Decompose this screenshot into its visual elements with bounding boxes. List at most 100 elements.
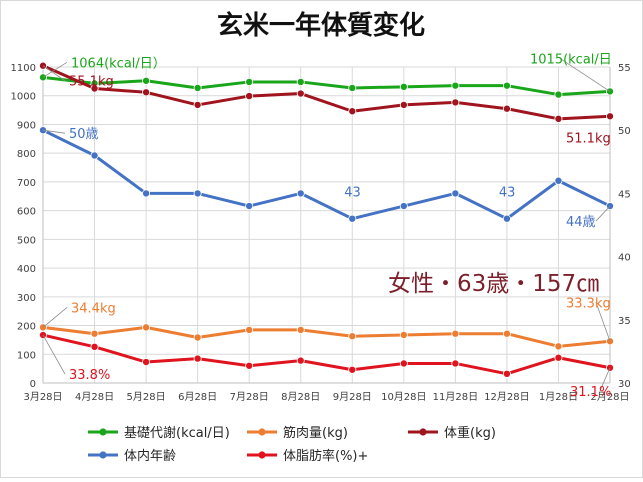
axes: 0 100 200 300 400 500 600 700 800 900 1000 1100 30 35… [11, 63, 631, 403]
data-point [193, 83, 202, 92]
data-point [451, 359, 460, 368]
legend-marker [258, 428, 266, 436]
label-leader [595, 205, 611, 222]
series-line [42, 75, 611, 97]
series-0 [39, 73, 615, 99]
legend-item: 筋肉量(kg) [247, 425, 348, 441]
x-tick-label: 9月28日 [333, 391, 372, 403]
x-tick-label: 5月28日 [127, 391, 166, 403]
data-point [193, 333, 202, 342]
data-point [142, 189, 151, 198]
data-point [399, 82, 408, 91]
data-point [296, 189, 305, 198]
legend-item: 基礎代謝(kcal/日) [88, 426, 230, 441]
legend-label: 体脂肪率(%)+ [283, 448, 368, 464]
y-right-tick-label: 30 [618, 379, 631, 390]
y-left-tick-label: 400 [17, 264, 36, 275]
label-leader [599, 367, 611, 391]
data-label: 33.3kg [566, 296, 611, 311]
series-layer [39, 61, 615, 378]
data-point [142, 358, 151, 367]
data-point [193, 189, 202, 198]
profile-annotation: 女性・63歳・157㎝ [388, 271, 599, 297]
data-label: 43 [344, 186, 361, 201]
x-tick-label: 4月28日 [75, 391, 114, 403]
y-right-tick-label: 45 [618, 189, 631, 200]
y-left-tick-label: 800 [17, 149, 36, 160]
legend-marker [419, 428, 427, 436]
y-left-tick-label: 1000 [11, 92, 36, 103]
data-point [554, 342, 563, 351]
label-leader [42, 307, 68, 328]
data-point [502, 329, 511, 338]
data-point [399, 330, 408, 339]
series-line [42, 333, 611, 376]
y-left-tick-label: 0 [30, 379, 36, 390]
series-1 [39, 323, 615, 351]
data-label: 50歳 [69, 127, 99, 142]
data-label: 34.4kg [71, 301, 116, 316]
data-point [399, 202, 408, 211]
data-point [502, 214, 511, 223]
legend-label: 体内年齢 [124, 448, 176, 464]
data-point [399, 100, 408, 109]
data-point [554, 353, 563, 362]
data-point [451, 98, 460, 107]
legend-label: 筋肉量(kg) [283, 425, 348, 441]
data-labels: 1064(kcal/日） 1015(kcal/日 55.1kg 51.1kg 50歳 43… [42, 52, 612, 400]
data-point [142, 88, 151, 97]
x-tick-label: 12月28日 [484, 391, 529, 403]
data-point [245, 202, 254, 211]
legend-marker [258, 451, 266, 459]
data-point [451, 189, 460, 198]
label-leader [595, 302, 611, 342]
y-right-tick-label: 35 [618, 316, 631, 327]
legend: 基礎代謝(kcal/日) 筋肉量(kg) 体重(kg) 体内年齢 体脂肪率(%)+ [88, 425, 496, 464]
y-left-tick-label: 100 [17, 350, 36, 361]
label-leader [42, 334, 66, 375]
data-point [554, 90, 563, 99]
data-label: 31.1% [570, 385, 611, 400]
data-point [502, 104, 511, 113]
data-point [554, 176, 563, 185]
y-left-tick-label: 300 [17, 293, 36, 304]
legend-marker [99, 451, 107, 459]
data-point [399, 359, 408, 368]
legend-label: 体重(kg) [444, 425, 496, 441]
data-label: 1015(kcal/日 [530, 52, 612, 67]
label-leader [559, 58, 611, 92]
data-point [348, 365, 357, 374]
data-point [142, 323, 151, 332]
x-tick-label: 8月28日 [281, 391, 320, 403]
data-point [245, 77, 254, 86]
data-point [296, 77, 305, 86]
x-tick-label: 2月28日 [590, 391, 629, 403]
y-left-tick-label: 500 [17, 235, 36, 246]
data-point [606, 112, 615, 121]
label-leader [42, 65, 66, 82]
y-left-tick-label: 700 [17, 178, 36, 189]
data-point [245, 325, 254, 334]
data-point [90, 151, 99, 160]
legend-item: 体重(kg) [408, 425, 496, 441]
y-left-tick-label: 200 [17, 322, 36, 333]
data-label: 51.1kg [566, 131, 611, 146]
data-point [451, 81, 460, 90]
data-point [348, 107, 357, 116]
y-right-tick-label: 40 [618, 253, 631, 264]
y-right-tick-label: 50 [618, 126, 631, 137]
data-point [142, 76, 151, 85]
data-point [90, 342, 99, 351]
data-point [193, 100, 202, 109]
data-label: 33.8% [69, 368, 110, 383]
data-point [502, 369, 511, 378]
y-left-tick-label: 900 [17, 120, 36, 131]
label-leader [42, 62, 68, 78]
data-point [90, 329, 99, 338]
data-label: 43 [499, 186, 516, 201]
label-leader [42, 129, 66, 134]
x-tick-label: 11月28日 [433, 391, 478, 403]
series-line [42, 325, 611, 348]
